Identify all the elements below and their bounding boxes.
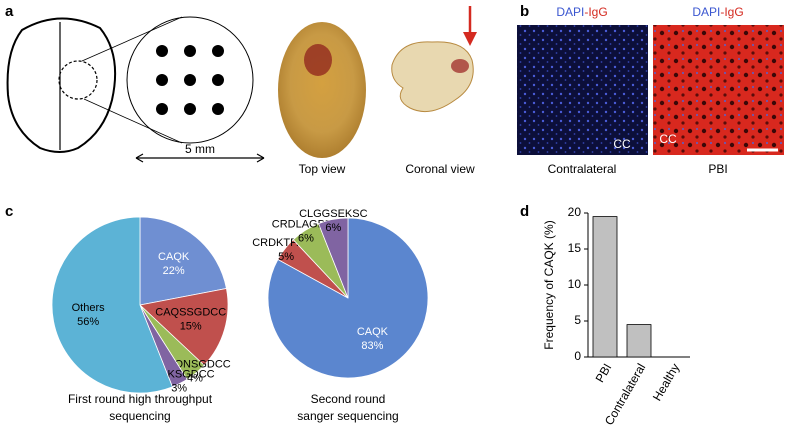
scale-label: 5 mm <box>185 142 215 156</box>
region-label: CC <box>613 137 631 151</box>
slice-name: CAQK <box>158 251 190 263</box>
slice-name: CAQK <box>357 326 389 338</box>
pie-slice <box>139 216 227 306</box>
brain-schematic <box>6 16 254 153</box>
pie-slice <box>139 288 229 366</box>
micrograph <box>517 25 648 155</box>
slice-value: 22% <box>163 265 185 277</box>
x-tick-label: PBI <box>593 361 615 385</box>
panel-label: c <box>5 203 13 220</box>
bar <box>626 324 652 358</box>
slice-value: 3% <box>171 383 187 395</box>
injection-grid <box>156 45 224 115</box>
y-tick-label: 0 <box>574 349 581 363</box>
image-caption: PBI <box>708 162 727 176</box>
top-view-photo <box>278 22 366 158</box>
slice-value: 15% <box>180 321 202 333</box>
bar <box>592 216 618 358</box>
pie-slice <box>318 217 349 299</box>
slice-value: 4% <box>187 372 203 384</box>
slice-value: 6% <box>298 233 314 245</box>
pie-caption: First round high throughput <box>68 392 213 406</box>
pie-slice <box>51 216 173 394</box>
y-tick-label: 10 <box>568 277 582 291</box>
x-tick-label: Healthy <box>650 361 682 403</box>
stain-dapi: DAPI <box>692 5 720 19</box>
stain-dapi: DAPI <box>556 5 584 19</box>
slice-value: 83% <box>361 340 383 352</box>
coronal-photo <box>391 41 474 113</box>
region-label: CC <box>659 132 677 146</box>
photo-caption: Top view <box>299 162 346 176</box>
slice-name: CLGGSEKSC <box>299 208 368 220</box>
stain-label: DAPI-IgG <box>692 5 743 19</box>
stain-igg: -IgG <box>584 5 607 19</box>
scale-arrow <box>135 153 265 163</box>
image-caption: Contralateral <box>548 162 617 176</box>
pie-caption: Second round <box>311 392 386 406</box>
pie-caption: sanger sequencing <box>297 409 398 423</box>
y-tick-label: 20 <box>568 205 582 219</box>
y-tick-label: 15 <box>568 241 582 255</box>
stain-label: DAPI-IgG <box>556 5 607 19</box>
slice-name: Others <box>72 302 106 314</box>
y-tick-label: 5 <box>574 313 581 327</box>
panel-label: d <box>520 203 529 220</box>
photo-caption: Coronal view <box>405 162 475 176</box>
lesion-arrow <box>463 6 477 46</box>
slice-value: 6% <box>325 222 341 234</box>
panel-label: a <box>5 3 14 20</box>
lesion <box>304 44 332 76</box>
slice-value: 56% <box>77 316 99 328</box>
slice-name: CAQSSGDCC <box>155 307 226 319</box>
lesion <box>451 59 469 73</box>
pie-caption: sequencing <box>109 409 170 423</box>
stain-igg: -IgG <box>720 5 743 19</box>
panel-label: b <box>520 3 529 20</box>
micrograph <box>653 25 784 155</box>
slice-value: 5% <box>278 251 294 263</box>
y-axis-label: Frequency of CAQK (%) <box>542 220 556 349</box>
